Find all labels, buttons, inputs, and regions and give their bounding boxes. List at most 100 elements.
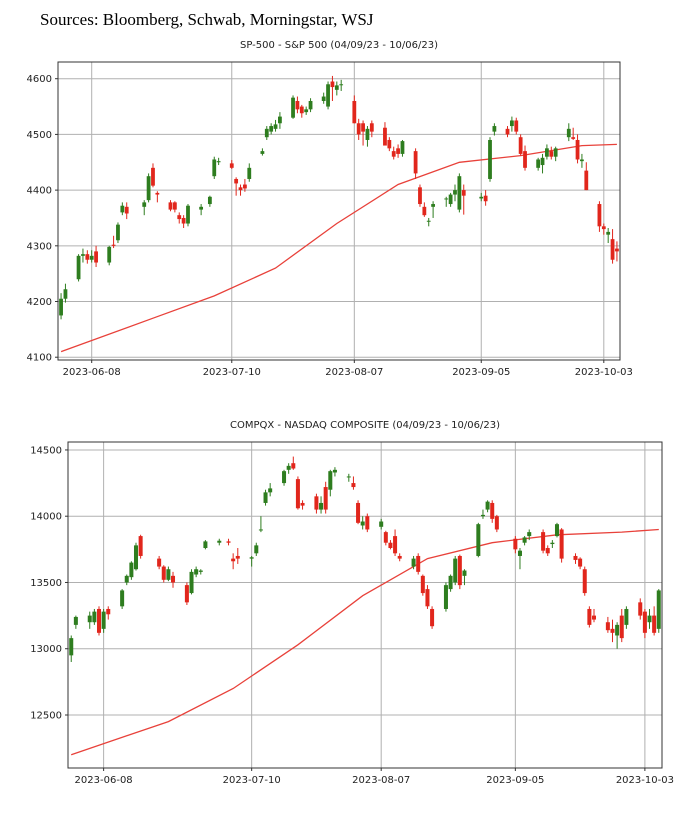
candle-body xyxy=(426,220,431,222)
candle-body xyxy=(393,536,398,554)
candle-body xyxy=(425,589,430,607)
chart-title: COMPQX - NASDAQ COMPOSITE (04/09/23 - 10… xyxy=(230,420,500,431)
candle-body xyxy=(420,575,425,594)
x-tick-label: 2023-08-07 xyxy=(352,775,410,786)
candle-body xyxy=(92,611,97,623)
candle-body xyxy=(291,463,296,469)
candle-body xyxy=(216,161,221,163)
candle-body xyxy=(522,537,527,543)
candle-body xyxy=(199,206,204,210)
candle-body xyxy=(400,141,405,154)
candle-body xyxy=(166,569,171,580)
candle-body xyxy=(142,202,147,207)
candle-body xyxy=(536,159,541,168)
candle-body xyxy=(339,84,344,86)
candle-body xyxy=(578,558,583,567)
candle-body xyxy=(619,615,624,639)
x-tick-label: 2023-09-05 xyxy=(486,775,544,786)
candle-body xyxy=(235,555,240,559)
candle-body xyxy=(177,215,182,220)
candle-body xyxy=(326,84,330,107)
candle-body xyxy=(76,255,81,280)
candle-body xyxy=(453,190,457,195)
plot-frame xyxy=(67,441,663,769)
candle-body xyxy=(304,109,309,113)
candle-body xyxy=(87,615,92,623)
candle-body xyxy=(580,159,584,162)
y-tick-label: 13500 xyxy=(30,578,62,589)
y-tick-label: 4300 xyxy=(27,241,52,252)
candle-body xyxy=(606,231,611,235)
candle-body xyxy=(278,116,282,124)
candle-body xyxy=(226,541,231,543)
candle-body xyxy=(549,151,554,157)
candle-body xyxy=(476,524,481,556)
x-tick-label: 2023-07-10 xyxy=(203,367,261,378)
candle-body xyxy=(300,502,305,506)
candle-body xyxy=(517,550,522,556)
candle-body xyxy=(96,608,102,633)
plot-frame xyxy=(57,61,621,361)
candle-body xyxy=(416,555,421,572)
candle-body xyxy=(319,502,324,510)
candle-body xyxy=(129,562,134,578)
candle-body xyxy=(334,85,339,90)
candle-body xyxy=(291,97,295,118)
y-tick-label: 4200 xyxy=(27,297,52,308)
y-tick-label: 4400 xyxy=(27,186,52,197)
candle-body xyxy=(591,615,597,620)
candle-body xyxy=(172,202,177,210)
candle-body xyxy=(247,167,252,179)
sources-caption: Sources: Bloomberg, Schwab, Morningstar,… xyxy=(40,10,374,29)
x-tick-label: 2023-08-07 xyxy=(325,367,383,378)
candle-body xyxy=(282,471,287,484)
candle-body xyxy=(383,532,388,543)
candle-body xyxy=(383,127,387,146)
candle-body xyxy=(181,217,186,224)
candle-body xyxy=(540,157,545,166)
candle-body xyxy=(295,100,300,110)
candle-body xyxy=(509,120,514,127)
candle-body xyxy=(605,622,610,631)
candle-body xyxy=(523,151,527,168)
candle-body xyxy=(457,555,462,586)
candle-body xyxy=(610,239,615,260)
y-tick-label: 14000 xyxy=(30,512,62,523)
candle-body xyxy=(323,487,328,510)
candle-body xyxy=(575,139,580,160)
candle-body xyxy=(321,96,326,101)
x-tick-label: 2023-06-08 xyxy=(75,775,133,786)
candle-body xyxy=(494,516,499,530)
candle-body xyxy=(217,540,222,543)
candle-body xyxy=(116,224,120,241)
candle-body xyxy=(597,204,602,227)
candle-body xyxy=(157,558,162,567)
candle-body xyxy=(462,570,467,576)
candle-body xyxy=(430,608,435,627)
candle-body xyxy=(418,187,422,205)
candle-body xyxy=(610,628,615,633)
candle-body xyxy=(161,566,166,580)
candle-body xyxy=(422,206,427,216)
x-tick-label: 2023-10-03 xyxy=(616,775,674,786)
sp500-candlestick-chart: SP-500 - S&P 500 (04/09/23 - 10/06/23) 41… xyxy=(27,40,633,378)
candle-body xyxy=(444,198,449,200)
y-tick-label: 13000 xyxy=(30,644,62,655)
candle-body xyxy=(63,289,68,299)
candle-body xyxy=(238,187,243,191)
candle-body xyxy=(120,205,125,213)
candle-body xyxy=(485,501,490,510)
candle-body xyxy=(431,204,436,207)
candle-body xyxy=(513,538,518,550)
candle-body xyxy=(146,176,151,201)
x-tick-label: 2023-10-03 xyxy=(575,367,633,378)
candle-body xyxy=(566,128,571,138)
candle-body xyxy=(541,532,546,551)
candle-body xyxy=(492,126,497,132)
candle-body xyxy=(624,608,629,625)
moving-average-line xyxy=(70,528,659,756)
candle-body xyxy=(601,226,606,230)
nasdaq-candlestick-chart: COMPQX - NASDAQ COMPOSITE (04/09/23 - 10… xyxy=(30,420,674,786)
y-tick-label: 12500 xyxy=(30,710,62,721)
candle-body xyxy=(448,194,453,205)
